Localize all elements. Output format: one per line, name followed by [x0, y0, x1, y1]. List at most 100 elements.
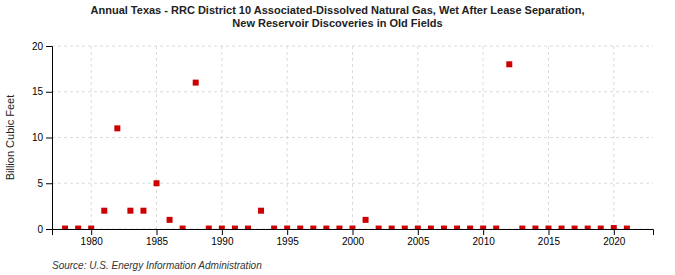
tick-mark: [46, 92, 52, 93]
tick-mark: [483, 229, 484, 235]
point: [336, 226, 342, 229]
grid: [52, 46, 653, 229]
grid-line: [91, 46, 92, 229]
point: [402, 226, 408, 229]
point: [363, 217, 369, 223]
point: [506, 61, 512, 67]
grid-line: [548, 46, 549, 229]
point: [140, 208, 146, 214]
point: [454, 226, 460, 229]
point: [232, 226, 238, 229]
tick-label: 1980: [81, 236, 104, 247]
point: [206, 226, 212, 229]
tick: 0: [37, 224, 52, 235]
tick-label: 2020: [603, 236, 626, 247]
title: Annual Texas - RRC District 10 Associate…: [91, 4, 585, 29]
tick: 2000: [342, 229, 365, 247]
tick-label: 2005: [407, 236, 430, 247]
point: [545, 226, 551, 229]
tick-mark: [157, 229, 158, 235]
tick-mark: [46, 138, 52, 139]
tick: 1995: [277, 229, 300, 247]
point: [611, 225, 617, 229]
point: [271, 226, 277, 229]
point: [493, 226, 499, 229]
tick: 2010: [473, 229, 496, 247]
point: [480, 226, 486, 229]
tick-mark: [548, 229, 549, 235]
plot-area: 1980198519901995200020052010201520200510…: [32, 41, 654, 247]
grid-line: [417, 46, 418, 229]
tick-mark: [222, 229, 223, 235]
y-axis: 0 5 10 15 20: [32, 41, 53, 235]
point: [180, 226, 186, 229]
point: [88, 226, 94, 229]
tick-mark: [46, 183, 52, 184]
tick: 2015: [538, 229, 561, 247]
tick-mark: [287, 229, 288, 235]
point: [323, 226, 329, 229]
tick: 5: [37, 178, 52, 189]
point: [585, 226, 591, 229]
axis-line: [53, 230, 654, 236]
tick-mark: [353, 229, 354, 235]
point: [310, 226, 316, 229]
grid-line: [613, 46, 614, 229]
tick-mark: [46, 229, 52, 230]
tick: 10: [32, 132, 52, 143]
point: [572, 226, 578, 229]
tick: 2005: [407, 229, 430, 247]
point: [167, 217, 173, 223]
point: [598, 226, 604, 229]
point: [193, 80, 199, 86]
point: [114, 125, 120, 131]
tick-label: 2015: [538, 236, 561, 247]
grid-line: [221, 46, 222, 229]
tick: 1990: [211, 229, 234, 247]
tick: 20: [32, 41, 52, 52]
point: [415, 226, 421, 229]
point: [154, 180, 160, 186]
point: [559, 226, 565, 229]
grid-line: [52, 91, 653, 92]
tick: 1985: [146, 229, 169, 247]
tick: 1980: [81, 229, 104, 247]
grid-line: [156, 46, 157, 229]
tick-mark: [46, 46, 52, 47]
axis-line: [46, 47, 53, 230]
tick-mark: [418, 229, 419, 235]
grid-line: [483, 46, 484, 229]
tick-label: 1990: [211, 236, 234, 247]
tick: 2020: [603, 229, 626, 247]
source: Source: U.S. Energy Information Administ…: [52, 260, 262, 271]
point: [297, 226, 303, 229]
tick-label: 2000: [342, 236, 365, 247]
point: [258, 208, 264, 214]
point: [519, 226, 525, 229]
point: [101, 208, 107, 214]
tick-label: 10: [32, 132, 44, 143]
point: [75, 226, 81, 229]
point: [428, 226, 434, 229]
points: [62, 61, 630, 229]
tick-label: 5: [37, 178, 43, 189]
point: [219, 226, 225, 229]
tick-mark: [91, 229, 92, 235]
y-axis-title: Billion Cubic Feet: [4, 95, 16, 181]
chart: Annual Texas - RRC District 10 Associate…: [0, 0, 675, 275]
tick: 15: [32, 86, 52, 97]
point: [62, 226, 68, 229]
point: [284, 226, 290, 229]
tick-label: 0: [37, 224, 43, 235]
point: [441, 226, 447, 229]
tick-mark: [614, 229, 615, 235]
point: [389, 226, 395, 229]
point: [245, 226, 251, 229]
tick-label: 1995: [277, 236, 300, 247]
point: [376, 226, 382, 229]
point: [624, 226, 630, 229]
tick-label: 1985: [146, 236, 169, 247]
point: [127, 208, 133, 214]
x-axis: 1980 1985 1990 1995 2000 2005 2010 2015 2020: [53, 229, 654, 247]
tick-label: 20: [32, 41, 44, 52]
